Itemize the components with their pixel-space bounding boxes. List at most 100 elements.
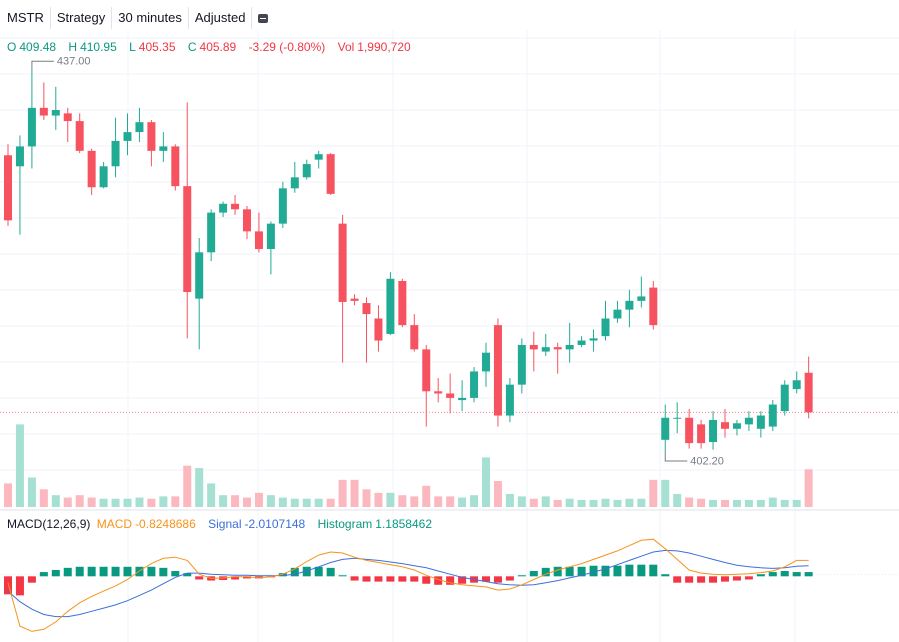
candle-body bbox=[111, 140, 120, 167]
volume-bar bbox=[63, 497, 72, 507]
candle-body bbox=[493, 325, 502, 416]
candle-body bbox=[410, 325, 419, 350]
chart-toolbar: MSTR Strategy 30 minutes Adjusted bbox=[0, 7, 275, 29]
low-annotation: 402.20 bbox=[690, 456, 724, 468]
volume-bar bbox=[565, 498, 574, 507]
histogram-bar bbox=[721, 576, 729, 582]
volume-bar bbox=[219, 495, 228, 507]
volume-bar bbox=[493, 481, 502, 507]
volume-bar bbox=[780, 499, 789, 507]
volume-bar bbox=[792, 499, 801, 507]
candle-body bbox=[744, 417, 753, 425]
volume-bar bbox=[589, 499, 598, 507]
histogram-bar bbox=[732, 576, 741, 581]
volume-bar bbox=[266, 495, 275, 507]
candle-body bbox=[756, 415, 765, 429]
candle-body bbox=[75, 121, 84, 151]
volume-bar bbox=[75, 495, 84, 507]
histogram-bar bbox=[51, 569, 60, 577]
volume-bar bbox=[685, 497, 694, 507]
interval-button[interactable]: 30 minutes bbox=[112, 7, 189, 29]
histogram-bar bbox=[15, 576, 24, 596]
volume-bar bbox=[159, 496, 168, 507]
candle-body bbox=[338, 223, 347, 302]
signal-label: Signal bbox=[208, 517, 242, 531]
candle-body bbox=[589, 338, 598, 341]
candle-body bbox=[27, 107, 36, 147]
candle-body bbox=[386, 278, 395, 334]
adjustment-button[interactable]: Adjusted bbox=[188, 7, 253, 29]
histogram-bar bbox=[780, 571, 789, 577]
histogram-bar bbox=[458, 576, 467, 584]
candle-body bbox=[4, 155, 12, 221]
volume-bar bbox=[183, 465, 192, 507]
volume-bar bbox=[434, 496, 443, 507]
histogram-bar bbox=[613, 565, 622, 577]
candle-body bbox=[804, 372, 813, 413]
candle-body bbox=[565, 344, 574, 350]
histogram-bar bbox=[290, 567, 299, 577]
volume-bar bbox=[553, 499, 562, 507]
histogram-bar bbox=[314, 566, 323, 577]
histogram-bar bbox=[756, 574, 765, 577]
volume-bar bbox=[732, 499, 741, 507]
volume-bar bbox=[195, 468, 204, 507]
candle-body bbox=[541, 347, 550, 352]
histogram-bar bbox=[661, 574, 670, 577]
volume-bar bbox=[577, 499, 586, 507]
candle-body bbox=[422, 349, 431, 392]
candle-body bbox=[159, 146, 168, 151]
open-label: O bbox=[7, 40, 17, 54]
candle-body bbox=[673, 417, 682, 419]
candle-body bbox=[278, 188, 287, 224]
volume-value: 1,990,720 bbox=[357, 40, 411, 54]
histogram-bar bbox=[374, 576, 383, 582]
candle-body bbox=[99, 166, 108, 188]
volume-bar bbox=[613, 499, 622, 507]
macd-line bbox=[7, 538, 809, 632]
histogram-bar bbox=[673, 576, 682, 583]
candle-body bbox=[207, 212, 216, 253]
histogram-bar bbox=[63, 567, 72, 577]
histogram-bar bbox=[326, 567, 335, 577]
candle-body bbox=[553, 347, 562, 350]
candle-body bbox=[123, 132, 132, 141]
candle-body bbox=[697, 424, 706, 444]
candle-body bbox=[505, 384, 514, 416]
histogram-bar bbox=[625, 564, 634, 577]
volume-label: Vol bbox=[337, 40, 355, 54]
menu-button[interactable] bbox=[252, 7, 275, 29]
volume-bar bbox=[374, 492, 383, 507]
volume-bar bbox=[386, 492, 395, 507]
volume-bar bbox=[362, 489, 371, 507]
candle-body bbox=[613, 309, 622, 319]
histogram-bar bbox=[278, 573, 287, 577]
volume-bar bbox=[756, 499, 765, 507]
histogram-bar bbox=[350, 576, 359, 581]
macd-indicator-name[interactable]: MACD(12,26,9) bbox=[7, 517, 91, 531]
candle-body bbox=[517, 344, 526, 385]
volume-bar bbox=[804, 469, 813, 507]
histogram-bar bbox=[493, 576, 502, 583]
histogram-bar bbox=[744, 576, 753, 580]
candle-body bbox=[577, 340, 586, 345]
candle-body bbox=[482, 352, 490, 372]
high-marker bbox=[31, 60, 54, 70]
histogram-bar bbox=[254, 576, 263, 579]
histogram-bar bbox=[4, 576, 12, 595]
strategy-button[interactable]: Strategy bbox=[50, 7, 113, 29]
histogram-bar bbox=[302, 566, 311, 577]
histogram-bar bbox=[111, 566, 120, 577]
candle-body bbox=[39, 107, 48, 116]
candle-body bbox=[601, 318, 610, 337]
volume-bar bbox=[123, 498, 132, 507]
volume-bar bbox=[601, 498, 610, 507]
volume-bar bbox=[51, 495, 60, 507]
list-box-icon bbox=[258, 14, 269, 23]
candle-body bbox=[374, 318, 383, 341]
candle-body bbox=[326, 154, 335, 194]
volume-bar bbox=[697, 498, 706, 507]
symbol-button[interactable]: MSTR bbox=[0, 7, 51, 29]
